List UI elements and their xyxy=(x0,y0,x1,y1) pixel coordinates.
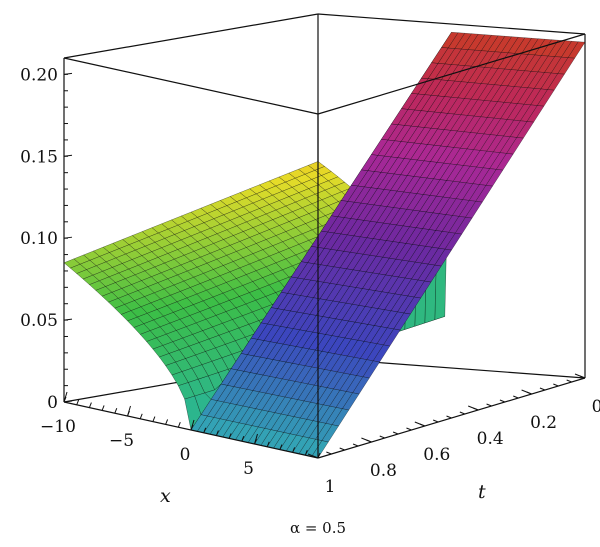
t-axis-label: t xyxy=(478,481,486,503)
z-tick-label: 0 xyxy=(47,393,58,413)
surface-mesh xyxy=(63,31,586,459)
x-tick-label: 5 xyxy=(243,459,254,479)
bounding-box-front xyxy=(63,33,586,459)
z-tick-label: 0.20 xyxy=(20,65,58,85)
z-tick-label: 0.15 xyxy=(20,147,58,167)
z-tick-label: 0.05 xyxy=(20,311,58,331)
t-tick-label: 0.2 xyxy=(530,413,557,433)
t-tick-label: 0 xyxy=(592,397,600,417)
t-tick-label: 0.6 xyxy=(423,445,450,465)
x-tick-label: 0 xyxy=(180,445,191,465)
alpha-caption: α = 0.5 xyxy=(290,519,346,537)
t-tick-label: 1 xyxy=(325,477,336,497)
x-axis-label: x xyxy=(160,485,171,507)
t-tick-label: 0.4 xyxy=(477,429,504,449)
z-tick-label: 0.10 xyxy=(20,229,58,249)
x-tick-label: −5 xyxy=(109,431,134,451)
t-tick-label: 0.8 xyxy=(370,461,397,481)
axis-ticks: 0 0.05 0.10 0.15 0.20 −10 −5 0 5 0 0.2 0.4 0.6 0.8 1 xyxy=(20,65,600,497)
x-tick-label: −10 xyxy=(40,417,76,437)
